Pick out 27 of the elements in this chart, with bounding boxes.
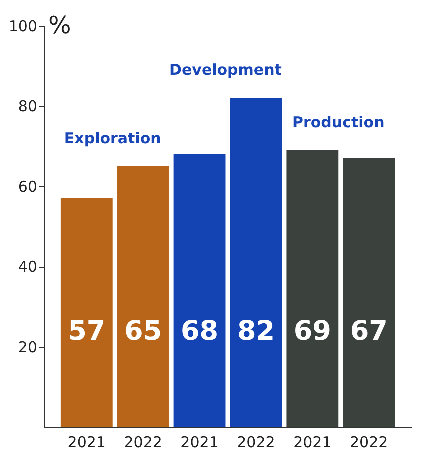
- data-label: 68: [180, 316, 219, 347]
- bar: [117, 166, 170, 427]
- y-tick-label: 40: [18, 258, 38, 276]
- bar: [286, 150, 339, 427]
- y-tick-label: 100: [8, 18, 38, 36]
- annotation: Production: [292, 113, 385, 132]
- data-label: 57: [68, 316, 106, 347]
- y-tick-label: 20: [18, 338, 38, 356]
- y-axis-title: %: [48, 12, 72, 40]
- bar: [174, 154, 226, 427]
- x-tick-label: 2021: [68, 434, 106, 452]
- bar: [343, 158, 396, 427]
- x-tick-label: 2022: [350, 434, 388, 452]
- y-tick-label: 80: [18, 98, 38, 116]
- bar: [60, 198, 113, 427]
- x-tick-label: 2022: [124, 434, 162, 452]
- bar: [230, 98, 282, 427]
- x-tick-label: 2021: [180, 434, 219, 452]
- y-tick-label: 60: [18, 178, 38, 196]
- annotation: Development: [170, 61, 282, 80]
- data-label: 69: [294, 316, 332, 347]
- data-label: 65: [124, 316, 162, 347]
- annotation: Exploration: [64, 129, 162, 148]
- x-tick-label: 2021: [294, 434, 332, 452]
- data-label: 67: [350, 316, 388, 347]
- x-tick-label: 2022: [237, 434, 276, 452]
- data-label: 82: [237, 316, 276, 347]
